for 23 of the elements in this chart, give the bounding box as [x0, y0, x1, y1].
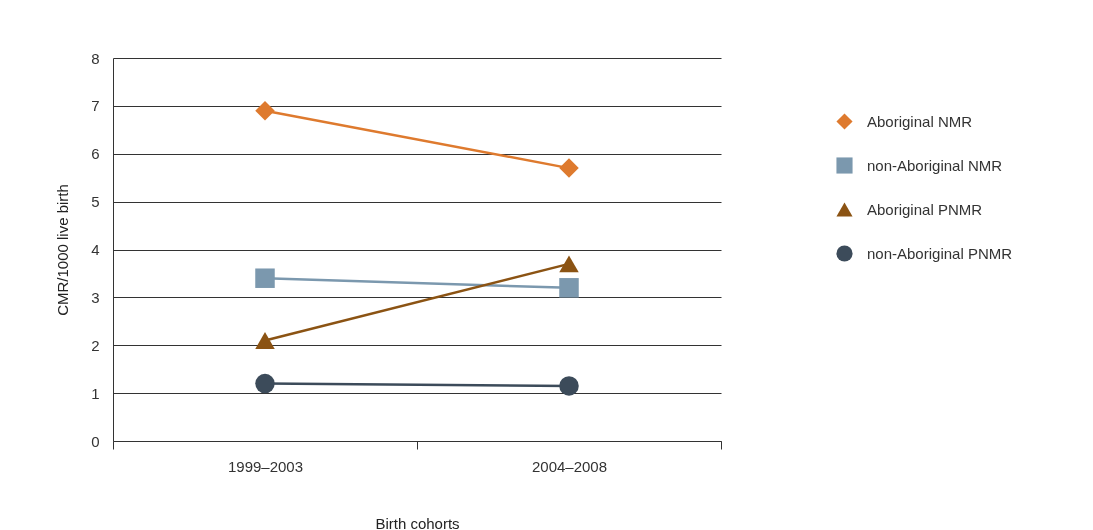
legend-label: non-Aboriginal PNMR — [867, 244, 1013, 262]
y-tick-label: 7 — [91, 97, 100, 115]
point — [255, 100, 275, 121]
legend-label: Aboriginal PNMR — [867, 200, 983, 218]
point — [255, 268, 275, 288]
x-axis-title: Birth cohorts — [375, 514, 460, 530]
legend-label: non-Aboriginal NMR — [867, 156, 1003, 174]
y-tick-label: 2 — [91, 336, 100, 354]
x-tick-label: 1999–2003 — [227, 457, 304, 475]
point — [559, 376, 579, 396]
y-tick-label: 4 — [91, 241, 100, 258]
y-tick-label: 5 — [91, 193, 100, 211]
y-tick-label: 3 — [91, 288, 100, 306]
point — [559, 158, 579, 178]
point — [559, 278, 579, 298]
y-tick-label: 8 — [91, 49, 100, 67]
legend-label: Aboriginal NMR — [867, 112, 973, 130]
x-tick-label: 2004–2008 — [531, 457, 608, 475]
y-tick-label: 0 — [91, 432, 100, 450]
point — [255, 373, 275, 394]
y-tick-label: 1 — [91, 384, 100, 402]
y-axis-title: CMR/1000 live birth — [54, 184, 72, 316]
y-tick-label: 6 — [91, 145, 100, 163]
